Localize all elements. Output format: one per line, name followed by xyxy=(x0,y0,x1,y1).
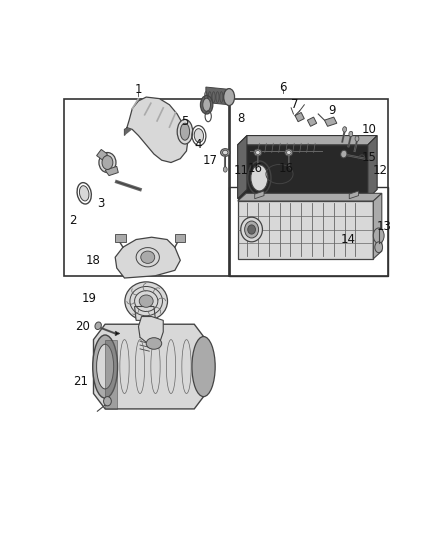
Ellipse shape xyxy=(349,131,353,137)
Text: 19: 19 xyxy=(81,292,96,305)
Ellipse shape xyxy=(224,88,235,106)
Text: 7: 7 xyxy=(291,98,299,111)
Text: 16: 16 xyxy=(247,162,262,175)
Ellipse shape xyxy=(95,322,101,329)
Polygon shape xyxy=(115,234,126,242)
Polygon shape xyxy=(124,97,188,163)
Ellipse shape xyxy=(254,149,261,156)
Text: 15: 15 xyxy=(362,151,377,164)
Text: 8: 8 xyxy=(237,112,244,125)
Polygon shape xyxy=(238,135,377,145)
Polygon shape xyxy=(325,117,337,126)
Polygon shape xyxy=(97,149,107,160)
Text: 10: 10 xyxy=(361,123,376,136)
Ellipse shape xyxy=(375,242,382,253)
Polygon shape xyxy=(307,117,317,126)
Ellipse shape xyxy=(93,335,117,398)
Text: 6: 6 xyxy=(279,80,287,94)
Ellipse shape xyxy=(99,152,116,173)
Ellipse shape xyxy=(79,185,89,201)
Ellipse shape xyxy=(355,136,359,141)
Polygon shape xyxy=(105,166,118,175)
Ellipse shape xyxy=(203,98,211,111)
Polygon shape xyxy=(255,191,264,199)
Polygon shape xyxy=(93,324,206,409)
Ellipse shape xyxy=(248,225,255,234)
Text: 20: 20 xyxy=(75,320,90,333)
Text: 4: 4 xyxy=(194,138,202,151)
Polygon shape xyxy=(115,237,180,278)
Ellipse shape xyxy=(251,165,268,191)
Text: 14: 14 xyxy=(340,233,355,246)
Bar xyxy=(105,340,117,409)
Ellipse shape xyxy=(102,156,113,169)
Polygon shape xyxy=(115,331,120,336)
Ellipse shape xyxy=(223,167,227,172)
Ellipse shape xyxy=(97,344,113,389)
Polygon shape xyxy=(373,193,382,259)
Ellipse shape xyxy=(194,128,204,142)
Ellipse shape xyxy=(221,149,230,156)
Polygon shape xyxy=(138,317,163,343)
Ellipse shape xyxy=(192,336,215,397)
Ellipse shape xyxy=(201,95,213,114)
Polygon shape xyxy=(295,112,304,122)
Polygon shape xyxy=(368,135,377,199)
Text: 11: 11 xyxy=(233,164,248,177)
Ellipse shape xyxy=(103,397,111,406)
Text: 12: 12 xyxy=(373,164,388,177)
Polygon shape xyxy=(238,193,382,201)
Bar xyxy=(64,99,230,276)
Text: 5: 5 xyxy=(181,115,189,128)
Polygon shape xyxy=(349,191,359,199)
Text: 21: 21 xyxy=(74,375,88,389)
Polygon shape xyxy=(238,135,247,199)
Bar xyxy=(238,201,373,259)
Ellipse shape xyxy=(286,151,291,155)
Text: 2: 2 xyxy=(70,214,77,227)
Ellipse shape xyxy=(139,295,153,308)
Polygon shape xyxy=(134,306,155,320)
Text: 13: 13 xyxy=(377,220,392,233)
Text: 17: 17 xyxy=(202,154,217,167)
Polygon shape xyxy=(124,128,132,135)
Ellipse shape xyxy=(125,282,167,320)
Ellipse shape xyxy=(180,123,190,140)
Polygon shape xyxy=(206,87,229,105)
Bar xyxy=(229,187,388,276)
Ellipse shape xyxy=(223,150,228,155)
Ellipse shape xyxy=(245,221,258,238)
Bar xyxy=(229,99,388,276)
Ellipse shape xyxy=(241,217,262,242)
Ellipse shape xyxy=(343,127,346,132)
Text: 1: 1 xyxy=(135,83,142,96)
Ellipse shape xyxy=(285,149,293,156)
Polygon shape xyxy=(175,234,185,242)
Text: 16: 16 xyxy=(278,162,293,175)
Text: 9: 9 xyxy=(328,104,336,117)
Text: 18: 18 xyxy=(86,254,101,267)
Ellipse shape xyxy=(177,119,193,144)
Polygon shape xyxy=(250,142,322,199)
Ellipse shape xyxy=(373,228,384,244)
Ellipse shape xyxy=(341,150,347,158)
Ellipse shape xyxy=(255,151,260,155)
Ellipse shape xyxy=(141,251,155,263)
Ellipse shape xyxy=(146,338,162,349)
Text: 3: 3 xyxy=(98,197,105,210)
Bar xyxy=(238,145,368,199)
